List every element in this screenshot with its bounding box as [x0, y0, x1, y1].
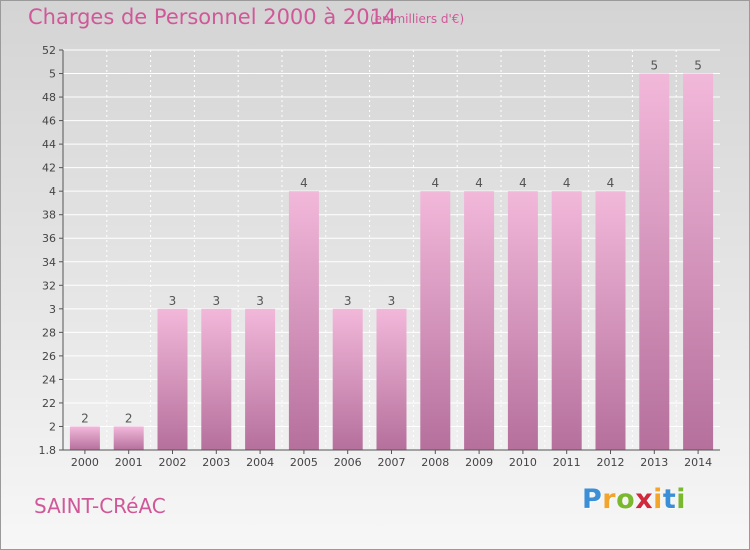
logo-letter: P: [582, 484, 603, 515]
x-tick-label-2003: 2003: [202, 456, 230, 469]
y-tick-label: 5: [49, 68, 56, 81]
x-tick-label-2002: 2002: [159, 456, 187, 469]
y-tick-label: 36: [42, 232, 56, 245]
y-tick-label: 22: [42, 397, 56, 410]
y-tick-label: 42: [42, 162, 56, 175]
x-tick-label-2011: 2011: [553, 456, 581, 469]
bar-2012: [595, 191, 626, 451]
y-tick-label: 2: [49, 420, 56, 433]
data-label-2010: 4: [519, 176, 527, 190]
data-label-2002: 3: [169, 294, 177, 308]
y-tick-label: 34: [42, 256, 56, 269]
data-label-2005: 4: [300, 176, 308, 190]
data-label-2013: 5: [650, 59, 658, 73]
x-tick-label-2007: 2007: [378, 456, 406, 469]
x-tick-label-2006: 2006: [334, 456, 362, 469]
x-tick-label-2014: 2014: [684, 456, 712, 469]
y-tick-label: 1.8: [39, 444, 57, 457]
data-label-2006: 3: [344, 294, 352, 308]
y-tick-label: 44: [42, 138, 56, 151]
bar-2007: [376, 308, 407, 450]
logo-letter: x: [635, 484, 654, 515]
logo-letter: t: [662, 484, 677, 515]
commune-name: SAINT-CRéAC: [34, 494, 166, 518]
data-label-2014: 5: [694, 59, 702, 73]
y-tick-label: 28: [42, 326, 56, 339]
data-labels: 2 2 3 3 3 4 3 3 4 4 4 4 4 5 5: [81, 59, 702, 426]
y-tick-label: 32: [42, 279, 56, 292]
logo-letter: i: [676, 484, 687, 515]
bar-2003: [201, 308, 232, 450]
y-tick-label: 4: [49, 185, 56, 198]
y-tick-label: 26: [42, 350, 56, 363]
x-tick-label-2009: 2009: [465, 456, 493, 469]
y-tick-label: 24: [42, 373, 56, 386]
data-label-2012: 4: [607, 176, 615, 190]
x-tick-label-2005: 2005: [290, 456, 318, 469]
data-label-2003: 3: [212, 294, 220, 308]
x-tick-label-2001: 2001: [115, 456, 143, 469]
y-tick-label: 52: [42, 44, 56, 57]
data-label-2004: 3: [256, 294, 264, 308]
bar-2011: [551, 191, 582, 451]
x-tick-label-2010: 2010: [509, 456, 537, 469]
data-label-2009: 4: [475, 176, 483, 190]
y-tick-label: 48: [42, 91, 56, 104]
y-tick-label: 38: [42, 209, 56, 222]
logo-letter: o: [616, 484, 636, 515]
data-label-2011: 4: [563, 176, 571, 190]
y-tick-label: 46: [42, 115, 56, 128]
chart-subtitle: (en milliers d'€): [370, 12, 465, 26]
proxiti-logo: Proxiti: [582, 484, 686, 515]
bars: [69, 73, 714, 451]
bar-2002: [157, 308, 188, 450]
bar-2009: [464, 191, 495, 451]
x-tick-label-2013: 2013: [640, 456, 668, 469]
data-label-2000: 2: [81, 411, 89, 425]
x-tick-label-2000: 2000: [71, 456, 99, 469]
data-label-2001: 2: [125, 411, 133, 425]
data-label-2008: 4: [431, 176, 439, 190]
bar-2001: [113, 426, 144, 450]
x-tick-label-2012: 2012: [597, 456, 625, 469]
bar-2010: [507, 191, 538, 451]
x-tick-label-2004: 2004: [246, 456, 274, 469]
bar-2006: [332, 308, 363, 450]
bar-2013: [639, 73, 670, 450]
x-tick-label-2008: 2008: [421, 456, 449, 469]
bar-2008: [420, 191, 451, 451]
y-tick-label: 3: [49, 303, 56, 316]
bar-2004: [245, 308, 276, 450]
data-label-2007: 3: [388, 294, 396, 308]
logo-letter: i: [653, 484, 663, 515]
chart-title: Charges de Personnel 2000 à 2014: [28, 5, 397, 29]
bar-2014: [683, 73, 714, 450]
bar-2000: [69, 426, 100, 450]
logo-letter: r: [602, 484, 617, 515]
bar-2005: [288, 191, 319, 451]
